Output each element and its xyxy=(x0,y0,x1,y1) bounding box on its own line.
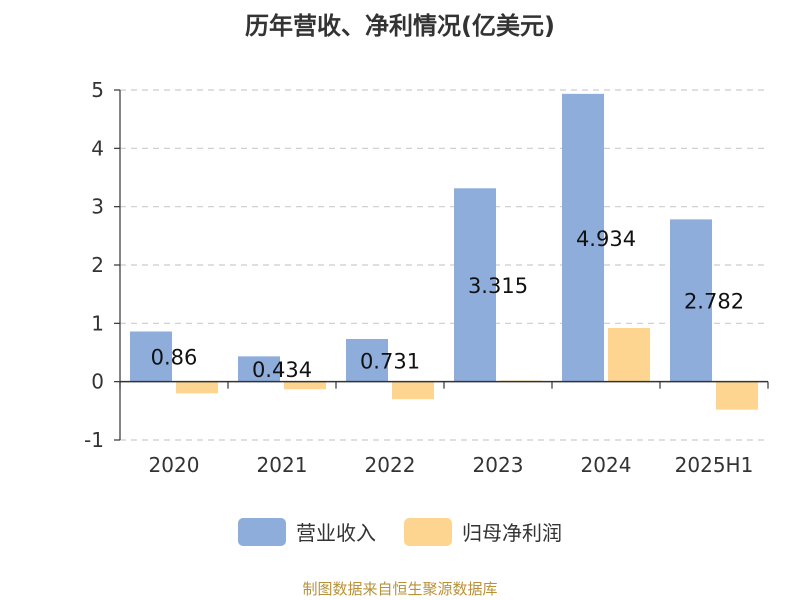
revenue-data-label: 2.782 xyxy=(684,290,744,314)
x-tick-label: 2021 xyxy=(257,453,308,477)
x-tick-label: 2025H1 xyxy=(675,453,754,477)
net-profit-bar-2020 xyxy=(176,381,218,394)
y-tick-label: 5 xyxy=(91,78,104,102)
revenue-bar-2021 xyxy=(238,356,280,382)
revenue-bar-2024 xyxy=(562,93,604,382)
y-tick-label: -1 xyxy=(84,428,104,452)
y-tick-label: 4 xyxy=(91,136,104,160)
legend-swatch-net-profit xyxy=(404,517,452,546)
revenue-bar-2020 xyxy=(130,331,172,382)
net-profit-bar-2022 xyxy=(392,381,434,400)
revenue-data-label: 0.731 xyxy=(360,349,420,373)
revenue-data-label: 3.315 xyxy=(468,274,528,298)
y-tick-label: 0 xyxy=(91,370,104,394)
x-tick-label: 2024 xyxy=(581,453,632,477)
x-tick-label: 2023 xyxy=(473,453,524,477)
revenue-data-label: 0.434 xyxy=(252,358,312,382)
revenue-bar-2023 xyxy=(454,188,496,382)
revenue-data-label: 4.934 xyxy=(576,227,636,251)
x-tick-label: 2020 xyxy=(149,453,200,477)
y-tick-label: 1 xyxy=(91,311,104,335)
x-tick-label: 2022 xyxy=(365,453,416,477)
revenue-bar-2022 xyxy=(346,339,388,382)
y-tick-label: 2 xyxy=(91,253,104,277)
data-source-note: 制图数据来自恒生聚源数据库 xyxy=(302,580,498,598)
legend-label-revenue: 营业收入 xyxy=(296,521,376,545)
legend-swatch-revenue xyxy=(238,517,286,546)
y-tick-label: 3 xyxy=(91,195,104,219)
net-profit-bar-2021 xyxy=(284,381,326,390)
legend-label-net-profit: 归母净利润 xyxy=(462,521,562,545)
revenue-bar-2025h1 xyxy=(670,219,712,382)
revenue-data-label: 0.86 xyxy=(151,346,198,370)
legend: 营业收入 归母净利润 xyxy=(0,517,800,546)
net-profit-bar-2024 xyxy=(608,328,650,382)
legend-item-net-profit[interactable]: 归母净利润 xyxy=(404,517,562,546)
legend-item-revenue[interactable]: 营业收入 xyxy=(238,517,376,546)
net-profit-bar-2025h1 xyxy=(716,381,758,410)
chart-title: 历年营收、净利情况(亿美元) xyxy=(245,12,555,40)
